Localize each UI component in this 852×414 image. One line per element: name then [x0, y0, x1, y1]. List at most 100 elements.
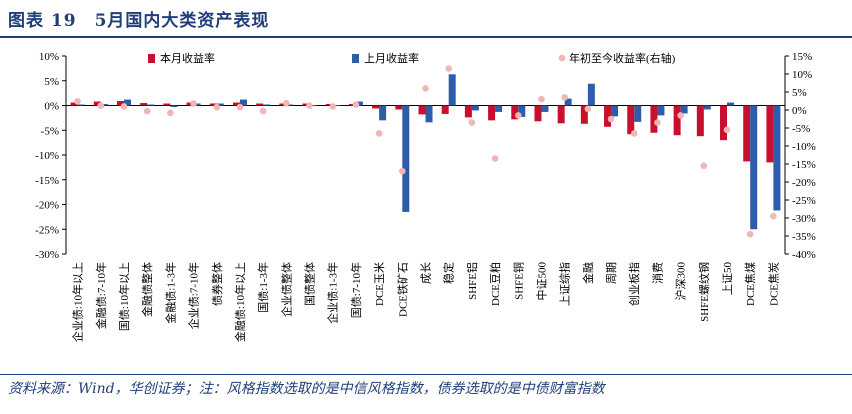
- point-ytd-return: [445, 65, 452, 72]
- point-ytd-return: [259, 107, 267, 115]
- bar-last-month: [727, 102, 735, 106]
- bar-last-month: [425, 105, 433, 123]
- category-label: 金融债:1-3年: [163, 262, 177, 324]
- asset-performance-chart: 10% 5% 0% -5% -10% -15% -20% -25% -30% 15% 10% 5% 0%…: [35, 51, 816, 343]
- point-ytd-return: [167, 109, 174, 117]
- point-ytd-return: [329, 103, 337, 110]
- category-label: DCE焦炭: [767, 262, 780, 306]
- point-ytd-return: [561, 94, 568, 101]
- category-label: 消费: [650, 262, 664, 284]
- bar-last-month: [239, 99, 247, 106]
- bar-current-month: [163, 103, 171, 106]
- bar-last-month: [773, 105, 781, 211]
- bar-last-month: [541, 105, 549, 112]
- category-label: SHFE铝: [465, 262, 479, 300]
- category-label: 金融债:10年以上: [233, 262, 247, 342]
- bar-current-month: [70, 102, 78, 106]
- bar-current-month: [348, 104, 356, 106]
- point-ytd-return: [700, 162, 708, 170]
- bar-current-month: [232, 102, 240, 106]
- category-label: 创业板指: [627, 262, 641, 306]
- bar-current-month: [511, 105, 519, 120]
- bar-current-month: [650, 105, 658, 133]
- bar-current-month: [395, 105, 403, 110]
- legend-label-last-month: 上月收益率: [364, 51, 419, 65]
- bar-last-month: [587, 83, 595, 106]
- bar-last-month: [657, 105, 665, 116]
- category-label: 企业债整体: [279, 262, 293, 317]
- footer-divider: [0, 374, 852, 375]
- bar-last-month: [634, 105, 642, 122]
- chart-category-labels: 企业债:10年以上 金融债:7-10年 国债:10年以上 金融债整体 金融债:1-3年 企…: [71, 262, 781, 343]
- right-axis-tick-label: -25%: [792, 195, 816, 207]
- point-ytd-return: [723, 126, 731, 134]
- category-label: 国债:1-3年: [256, 262, 270, 313]
- bar-last-month: [680, 105, 688, 114]
- bar-current-month: [580, 105, 588, 124]
- source-note: 资料来源：Wind，华创证券；注：风格指数选取的是中信风格指数，债券选取的是中债…: [8, 381, 605, 397]
- right-axis-tick-label: 5%: [792, 87, 807, 99]
- bar-last-month: [100, 104, 108, 106]
- bar-last-month: [147, 104, 155, 106]
- right-axis-tick-label: -10%: [792, 141, 816, 153]
- bar-last-month: [263, 104, 271, 106]
- category-label: 中证500: [535, 262, 548, 301]
- bar-current-month: [743, 105, 751, 162]
- bar-current-month: [696, 105, 704, 137]
- right-axis-tick-label: -5%: [792, 123, 810, 135]
- point-ytd-return: [352, 101, 360, 108]
- right-axis-tick-label: 15%: [792, 51, 812, 63]
- bar-last-month: [216, 103, 224, 106]
- bar-last-month: [77, 104, 85, 106]
- legend-label-ytd: 年初至今收益率(右轴): [569, 51, 676, 65]
- category-label: 金融债整体: [140, 262, 154, 317]
- left-axis-tick-label: -25%: [35, 224, 59, 236]
- chart-points: [74, 65, 777, 238]
- category-label: 上证50: [721, 262, 734, 295]
- point-ytd-return: [607, 115, 615, 123]
- bar-current-month: [604, 105, 612, 127]
- bar-last-month: [355, 101, 363, 106]
- category-label: 企业债:10年以上: [71, 262, 85, 342]
- bar-current-month: [140, 103, 148, 106]
- category-label: SHFE铜: [511, 262, 525, 300]
- bar-last-month: [193, 103, 201, 106]
- right-axis-tick-label: -30%: [792, 213, 816, 225]
- category-label: 金融债:7-10年: [94, 262, 108, 329]
- right-axis-tick-label: 0%: [792, 105, 807, 117]
- bar-last-month: [448, 74, 456, 106]
- category-label: DCE焦煤: [744, 262, 757, 306]
- left-axis-tick-label: -30%: [35, 249, 59, 261]
- chart-axes: 10% 5% 0% -5% -10% -15% -20% -25% -30% 15% 10% 5% 0%…: [35, 51, 816, 261]
- point-ytd-return: [468, 119, 476, 126]
- point-ytd-return: [654, 119, 661, 126]
- point-ytd-return: [97, 102, 105, 109]
- left-axis-tick-label: -10%: [35, 150, 59, 162]
- point-ytd-return: [514, 112, 522, 119]
- point-ytd-return: [491, 155, 499, 162]
- bar-last-month: [286, 104, 294, 106]
- category-label: 周期: [605, 262, 618, 284]
- point-ytd-return: [422, 85, 429, 92]
- bar-last-month: [402, 105, 410, 212]
- left-axis-tick-label: -15%: [35, 175, 59, 187]
- bar-current-month: [720, 105, 728, 141]
- bar-current-month: [534, 105, 542, 122]
- category-label: 国债:10年以上: [117, 262, 131, 331]
- point-ytd-return: [399, 167, 406, 175]
- bar-current-month: [325, 104, 333, 106]
- category-label: DCE铁矿石: [396, 262, 409, 317]
- left-axis-tick-label: -20%: [35, 200, 59, 212]
- legend-swatch-ytd: [558, 54, 566, 62]
- point-ytd-return: [306, 102, 313, 109]
- point-ytd-return: [213, 103, 221, 111]
- point-ytd-return: [120, 103, 128, 110]
- bar-last-month: [309, 105, 317, 106]
- bar-last-month: [564, 98, 572, 106]
- page-title: 图表 19 5月国内大类资产表现: [8, 11, 270, 31]
- category-label: 国债:7-10年: [349, 262, 363, 318]
- point-ytd-return: [283, 99, 290, 107]
- bar-current-month: [673, 105, 681, 136]
- legend-label-current-month: 本月收益率: [160, 51, 215, 65]
- right-axis-tick-label: -20%: [792, 177, 816, 189]
